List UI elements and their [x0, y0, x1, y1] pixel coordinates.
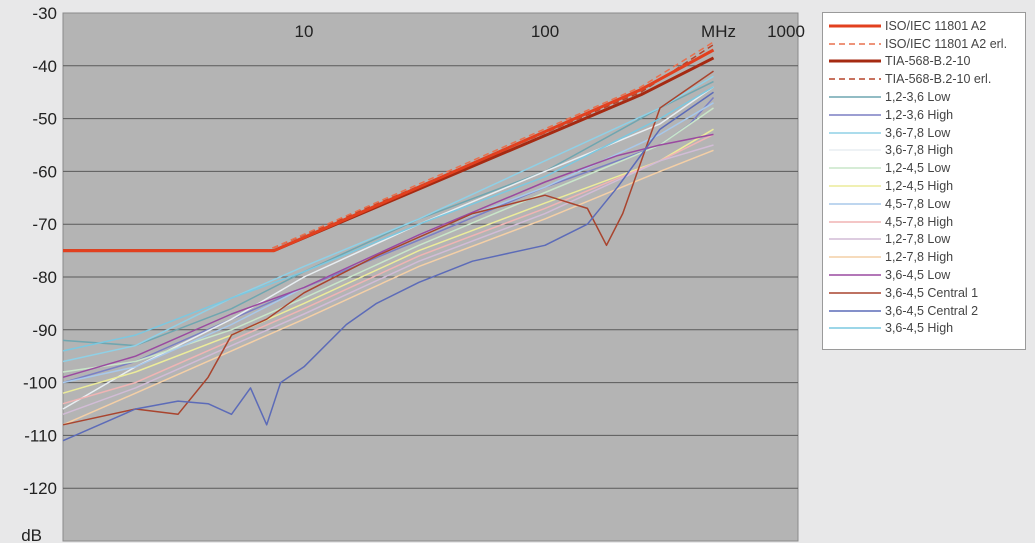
legend-swatch: [827, 270, 883, 280]
legend-item: 4,5-7,8 Low: [827, 195, 1025, 213]
legend-item: TIA-568-B.2-10: [827, 53, 1025, 71]
legend-label: ISO/IEC 11801 A2: [885, 19, 986, 33]
legend-label: 1,2-7,8 Low: [885, 232, 950, 246]
legend-swatch: [827, 252, 883, 262]
legend-label: 1,2-4,5 Low: [885, 161, 950, 175]
legend-item: 1,2-7,8 High: [827, 248, 1025, 266]
x-tick-label: 100: [531, 22, 559, 41]
legend-label: 3,6-4,5 Central 1: [885, 286, 978, 300]
legend-item: ISO/IEC 11801 A2: [827, 17, 1025, 35]
legend-swatch: [827, 145, 883, 155]
legend-item: TIA-568-B.2-10 erl.: [827, 70, 1025, 88]
y-tick-label: -50: [32, 110, 57, 129]
y-tick-label: -100: [23, 374, 57, 393]
legend-swatch: [827, 92, 883, 102]
legend: ISO/IEC 11801 A2 ISO/IEC 11801 A2 erl. TIA…: [822, 12, 1026, 350]
x-tick-label: 10: [295, 22, 314, 41]
legend-item: 3,6-4,5 Low: [827, 266, 1025, 284]
legend-label: 3,6-7,8 Low: [885, 126, 950, 140]
legend-label: 3,6-4,5 Central 2: [885, 304, 978, 318]
legend-label: TIA-568-B.2-10 erl.: [885, 72, 991, 86]
legend-item: 1,2-4,5 High: [827, 177, 1025, 195]
legend-swatch: [827, 163, 883, 173]
legend-item: 3,6-7,8 Low: [827, 124, 1025, 142]
legend-item: 1,2-3,6 High: [827, 106, 1025, 124]
legend-item: 1,2-3,6 Low: [827, 88, 1025, 106]
y-tick-label: -70: [32, 215, 57, 234]
legend-label: 1,2-3,6 Low: [885, 90, 950, 104]
legend-swatch: [827, 306, 883, 316]
x-tick-label: 1000: [767, 22, 805, 41]
legend-label: 1,2-4,5 High: [885, 179, 953, 193]
legend-item: 3,6-4,5 High: [827, 320, 1025, 338]
legend-swatch: [827, 234, 883, 244]
legend-item: 3,6-4,5 Central 2: [827, 302, 1025, 320]
y-axis-tick-labels: -30 -40 -50 -60 -70 -80 -90 -100 -110 -120: [23, 4, 57, 498]
legend-swatch: [827, 181, 883, 191]
legend-label: TIA-568-B.2-10: [885, 54, 970, 68]
legend-swatch: [827, 74, 883, 84]
legend-label: 1,2-7,8 High: [885, 250, 953, 264]
legend-swatch: [827, 323, 883, 333]
legend-swatch: [827, 39, 883, 49]
legend-label: 4,5-7,8 High: [885, 215, 953, 229]
legend-label: 3,6-4,5 High: [885, 321, 953, 335]
legend-swatch: [827, 288, 883, 298]
legend-label: 4,5-7,8 Low: [885, 197, 950, 211]
legend-item: 1,2-4,5 Low: [827, 159, 1025, 177]
y-tick-label: -60: [32, 162, 57, 181]
legend-label: 3,6-7,8 High: [885, 143, 953, 157]
y-tick-label: -120: [23, 479, 57, 498]
y-axis-unit-label: dB: [21, 526, 42, 543]
legend-label: ISO/IEC 11801 A2 erl.: [885, 37, 1007, 51]
legend-label: 3,6-4,5 Low: [885, 268, 950, 282]
x-axis-unit-label: MHz: [701, 22, 736, 41]
legend-swatch: [827, 217, 883, 227]
legend-swatch: [827, 110, 883, 120]
legend-swatch: [827, 56, 883, 66]
y-tick-label: -40: [32, 57, 57, 76]
y-tick-label: -90: [32, 321, 57, 340]
line-chart: -30 -40 -50 -60 -70 -80 -90 -100 -110 -120 10 100 1…: [0, 0, 820, 543]
legend-swatch: [827, 128, 883, 138]
legend-item: 3,6-4,5 Central 1: [827, 284, 1025, 302]
legend-label: 1,2-3,6 High: [885, 108, 953, 122]
legend-swatch: [827, 21, 883, 31]
y-tick-label: -80: [32, 268, 57, 287]
legend-item: ISO/IEC 11801 A2 erl.: [827, 35, 1025, 53]
legend-item: 1,2-7,8 Low: [827, 231, 1025, 249]
legend-swatch: [827, 199, 883, 209]
y-tick-label: -110: [24, 426, 57, 445]
legend-item: 3,6-7,8 High: [827, 142, 1025, 160]
legend-item: 4,5-7,8 High: [827, 213, 1025, 231]
y-tick-label: -30: [32, 4, 57, 23]
